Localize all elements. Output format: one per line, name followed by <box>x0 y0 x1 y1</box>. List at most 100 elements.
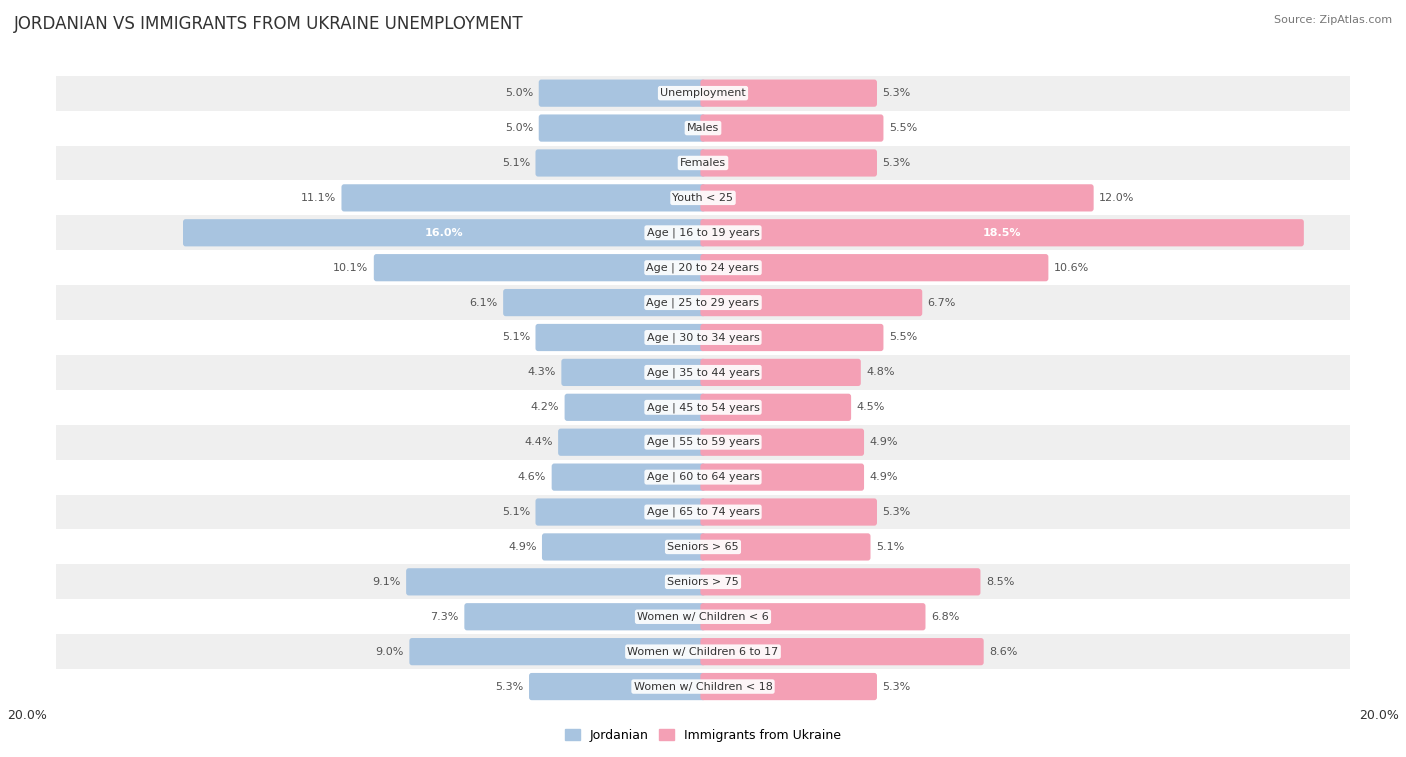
Bar <box>56 425 1350 459</box>
FancyBboxPatch shape <box>700 498 877 525</box>
FancyBboxPatch shape <box>538 114 706 142</box>
FancyBboxPatch shape <box>541 534 706 560</box>
Text: Age | 60 to 64 years: Age | 60 to 64 years <box>647 472 759 482</box>
FancyBboxPatch shape <box>700 220 1303 246</box>
Text: Women w/ Children < 18: Women w/ Children < 18 <box>634 681 772 692</box>
Bar <box>56 600 1350 634</box>
Text: 16.0%: 16.0% <box>425 228 464 238</box>
FancyBboxPatch shape <box>700 428 865 456</box>
Text: 5.1%: 5.1% <box>502 158 530 168</box>
Text: 11.1%: 11.1% <box>301 193 336 203</box>
Text: Males: Males <box>688 123 718 133</box>
Text: 5.1%: 5.1% <box>502 507 530 517</box>
FancyBboxPatch shape <box>183 220 706 246</box>
Bar <box>56 215 1350 251</box>
Bar <box>56 145 1350 180</box>
FancyBboxPatch shape <box>538 79 706 107</box>
Text: Seniors > 65: Seniors > 65 <box>668 542 738 552</box>
Text: Age | 65 to 74 years: Age | 65 to 74 years <box>647 506 759 517</box>
Text: JORDANIAN VS IMMIGRANTS FROM UKRAINE UNEMPLOYMENT: JORDANIAN VS IMMIGRANTS FROM UKRAINE UNE… <box>14 15 523 33</box>
Text: 5.1%: 5.1% <box>876 542 904 552</box>
FancyBboxPatch shape <box>409 638 706 665</box>
Text: 6.1%: 6.1% <box>470 298 498 307</box>
FancyBboxPatch shape <box>406 569 706 596</box>
Text: Age | 16 to 19 years: Age | 16 to 19 years <box>647 228 759 238</box>
FancyBboxPatch shape <box>700 149 877 176</box>
Text: Women w/ Children 6 to 17: Women w/ Children 6 to 17 <box>627 646 779 656</box>
Text: 6.8%: 6.8% <box>931 612 959 621</box>
FancyBboxPatch shape <box>700 289 922 316</box>
Bar <box>56 634 1350 669</box>
FancyBboxPatch shape <box>529 673 706 700</box>
Text: 5.0%: 5.0% <box>505 123 533 133</box>
FancyBboxPatch shape <box>374 254 706 282</box>
Text: Age | 45 to 54 years: Age | 45 to 54 years <box>647 402 759 413</box>
Text: 7.3%: 7.3% <box>430 612 458 621</box>
Legend: Jordanian, Immigrants from Ukraine: Jordanian, Immigrants from Ukraine <box>560 724 846 747</box>
Text: 6.7%: 6.7% <box>928 298 956 307</box>
Text: 20.0%: 20.0% <box>1360 709 1399 722</box>
Text: 4.9%: 4.9% <box>508 542 537 552</box>
Bar <box>56 111 1350 145</box>
FancyBboxPatch shape <box>700 114 883 142</box>
Bar <box>56 180 1350 215</box>
FancyBboxPatch shape <box>700 534 870 560</box>
Text: 4.3%: 4.3% <box>527 367 555 378</box>
Text: 5.3%: 5.3% <box>883 88 911 98</box>
Text: 20.0%: 20.0% <box>7 709 46 722</box>
Text: Unemployment: Unemployment <box>661 88 745 98</box>
Text: 12.0%: 12.0% <box>1099 193 1135 203</box>
Text: 4.2%: 4.2% <box>530 402 560 413</box>
Text: 5.3%: 5.3% <box>883 507 911 517</box>
FancyBboxPatch shape <box>700 569 980 596</box>
Text: 5.3%: 5.3% <box>495 681 523 692</box>
Text: 8.5%: 8.5% <box>986 577 1014 587</box>
Text: 4.5%: 4.5% <box>856 402 884 413</box>
Bar <box>56 285 1350 320</box>
Text: 5.3%: 5.3% <box>883 681 911 692</box>
Text: 9.1%: 9.1% <box>373 577 401 587</box>
Bar <box>56 76 1350 111</box>
Bar <box>56 355 1350 390</box>
Text: Seniors > 75: Seniors > 75 <box>666 577 740 587</box>
Text: 5.0%: 5.0% <box>505 88 533 98</box>
FancyBboxPatch shape <box>536 498 706 525</box>
Text: 4.4%: 4.4% <box>524 438 553 447</box>
FancyBboxPatch shape <box>700 254 1049 282</box>
FancyBboxPatch shape <box>536 149 706 176</box>
FancyBboxPatch shape <box>700 184 1094 211</box>
Text: 8.6%: 8.6% <box>990 646 1018 656</box>
Bar <box>56 459 1350 494</box>
Text: Age | 20 to 24 years: Age | 20 to 24 years <box>647 263 759 273</box>
Bar <box>56 320 1350 355</box>
Text: 5.5%: 5.5% <box>889 123 917 133</box>
FancyBboxPatch shape <box>700 638 984 665</box>
Text: 5.1%: 5.1% <box>502 332 530 342</box>
FancyBboxPatch shape <box>700 463 865 491</box>
FancyBboxPatch shape <box>700 324 883 351</box>
Text: Age | 35 to 44 years: Age | 35 to 44 years <box>647 367 759 378</box>
Text: 5.5%: 5.5% <box>889 332 917 342</box>
FancyBboxPatch shape <box>342 184 706 211</box>
Text: Age | 25 to 29 years: Age | 25 to 29 years <box>647 298 759 308</box>
Text: Women w/ Children < 6: Women w/ Children < 6 <box>637 612 769 621</box>
Text: Youth < 25: Youth < 25 <box>672 193 734 203</box>
Text: 4.9%: 4.9% <box>869 472 898 482</box>
FancyBboxPatch shape <box>565 394 706 421</box>
FancyBboxPatch shape <box>536 324 706 351</box>
FancyBboxPatch shape <box>700 673 877 700</box>
Bar <box>56 565 1350 600</box>
Bar <box>56 494 1350 529</box>
Text: Source: ZipAtlas.com: Source: ZipAtlas.com <box>1274 15 1392 25</box>
FancyBboxPatch shape <box>700 359 860 386</box>
Text: 4.8%: 4.8% <box>866 367 894 378</box>
FancyBboxPatch shape <box>561 359 706 386</box>
FancyBboxPatch shape <box>558 428 706 456</box>
FancyBboxPatch shape <box>700 79 877 107</box>
Text: 5.3%: 5.3% <box>883 158 911 168</box>
Text: Age | 30 to 34 years: Age | 30 to 34 years <box>647 332 759 343</box>
FancyBboxPatch shape <box>700 394 851 421</box>
Bar <box>56 390 1350 425</box>
Bar <box>56 251 1350 285</box>
Text: Females: Females <box>681 158 725 168</box>
